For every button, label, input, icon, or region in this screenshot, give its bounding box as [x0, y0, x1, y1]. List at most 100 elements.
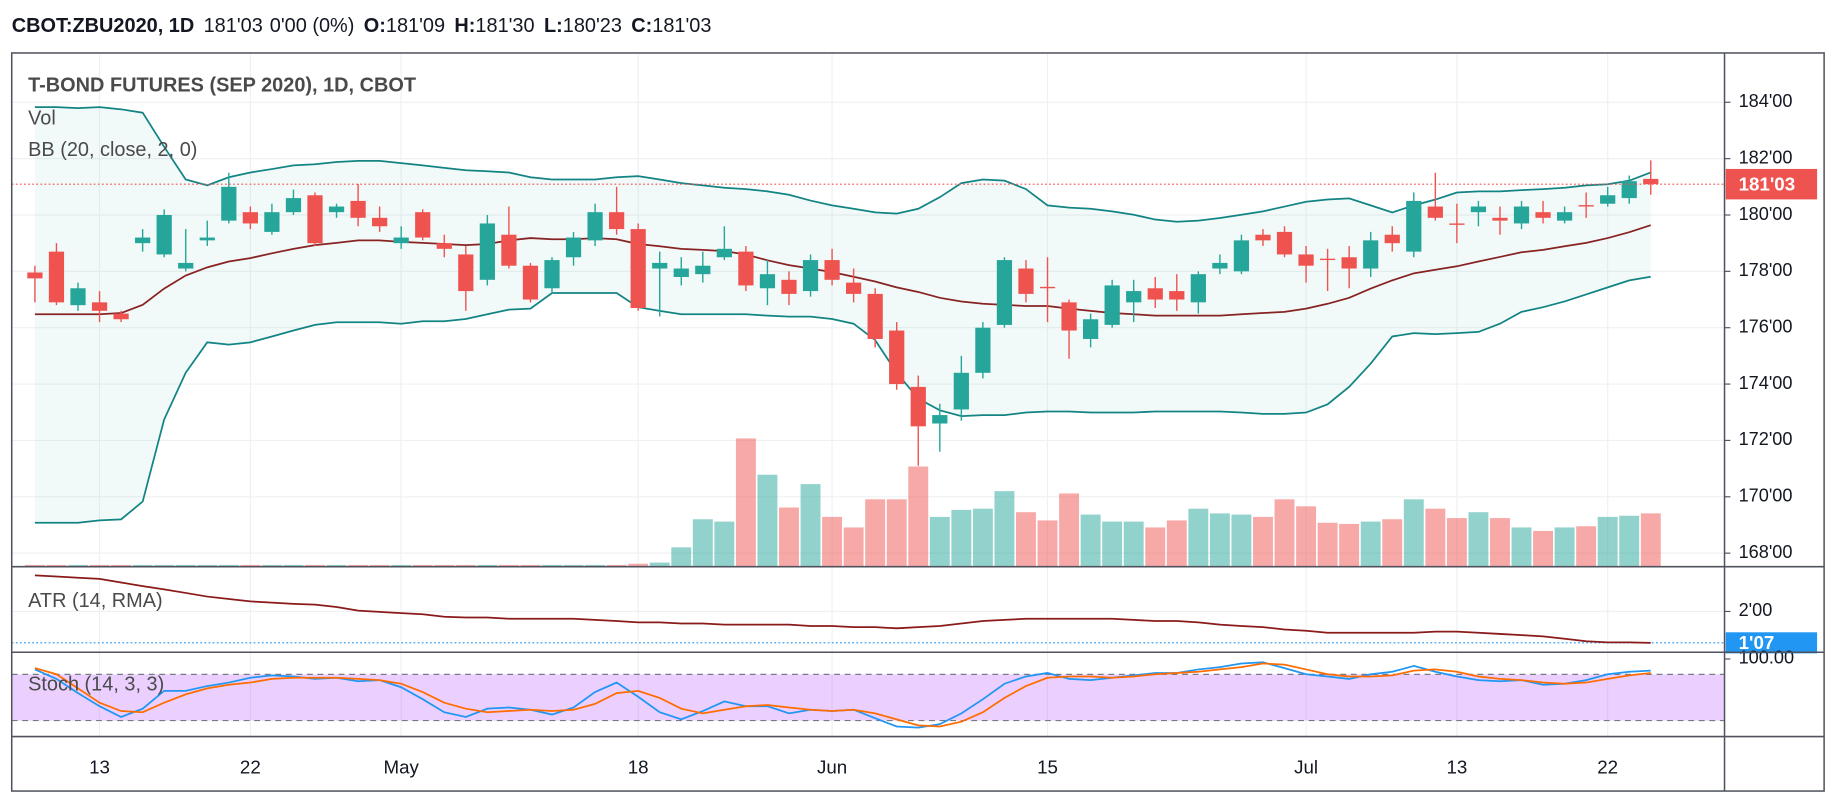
candle-body	[458, 254, 474, 292]
candle-body	[975, 327, 991, 373]
candle-body	[1126, 291, 1142, 303]
x-tick-label: Jul	[1294, 756, 1318, 777]
candle-body	[932, 415, 948, 424]
y-tick-label: 178'00	[1739, 260, 1793, 280]
candle-body	[1600, 195, 1616, 204]
y-tick-label: 184'00	[1739, 91, 1793, 111]
last-value-label: 1'07	[1739, 632, 1775, 653]
volume-bar	[1059, 493, 1080, 567]
volume-bar	[154, 564, 175, 567]
last-value-label: 181'03	[1739, 173, 1796, 194]
candle-body	[759, 274, 776, 289]
volume-bar	[822, 516, 843, 567]
candle-body	[1449, 223, 1465, 225]
last: 181'03	[204, 15, 263, 37]
volume-bar	[843, 527, 864, 567]
candle-body	[242, 212, 258, 224]
candle-body	[1406, 200, 1422, 252]
volume-bar	[218, 564, 239, 567]
y-tick-label: 182'00	[1739, 147, 1793, 167]
volume-bar	[1188, 508, 1209, 567]
x-tick-label: 18	[628, 756, 649, 777]
volume-bar	[326, 564, 347, 567]
bb-lower	[34, 275, 1651, 524]
atr-legend: ATR (14, RMA)	[28, 590, 163, 612]
volume-bar	[1468, 512, 1489, 567]
candle-body	[781, 279, 797, 294]
last-value-box	[1725, 168, 1818, 200]
bb-legend: BB (20, close, 2, 0)	[28, 139, 197, 161]
candle-body	[307, 195, 323, 244]
volume-bar	[671, 547, 692, 567]
candle-body	[27, 272, 43, 279]
candle-body	[285, 198, 302, 213]
candle-body	[1513, 206, 1530, 224]
candle-body	[1255, 234, 1271, 241]
volume-bar	[412, 564, 433, 567]
volume-bar	[542, 564, 562, 567]
y-tick-label: 2'00	[1739, 600, 1773, 620]
candle-body	[178, 262, 194, 269]
candle-body	[910, 386, 926, 427]
candle-body	[1233, 240, 1250, 272]
candle-body	[1427, 206, 1443, 218]
volume-bar	[1145, 527, 1166, 567]
volume-bar	[455, 564, 476, 567]
candle-body	[695, 265, 711, 275]
candle-body	[135, 237, 151, 244]
candle-body	[1169, 291, 1185, 300]
volume-legend: Vol	[28, 107, 56, 129]
candle-body	[156, 214, 172, 255]
volume-bar	[585, 564, 606, 567]
close: 181'03	[652, 15, 711, 37]
open: 181'09	[386, 15, 445, 37]
candle-body	[1535, 212, 1551, 218]
candle-body	[1276, 231, 1293, 255]
volume-bar	[111, 564, 132, 567]
open-label: O:	[364, 15, 386, 37]
volume-bar	[1554, 527, 1575, 567]
candle-body	[1621, 181, 1637, 199]
candle-body	[328, 206, 345, 213]
y-tick-label: 170'00	[1739, 486, 1793, 506]
candle-body	[70, 288, 86, 306]
x-tick-label: May	[383, 756, 419, 777]
band-fill	[11, 674, 1725, 721]
candle-body	[1643, 178, 1659, 185]
volume-bar	[197, 564, 218, 567]
candle-body	[1341, 257, 1357, 269]
close-label: C:	[631, 15, 652, 37]
volume-bar	[132, 564, 153, 567]
volume-bar	[628, 563, 649, 567]
volume-bar	[89, 564, 110, 567]
candle-body	[802, 260, 819, 292]
volume-bar	[563, 564, 584, 567]
volume-bar	[391, 564, 412, 567]
volume-bar	[1425, 508, 1446, 567]
candle-body	[1104, 285, 1120, 325]
volume-bar	[972, 508, 993, 567]
x-tick-label: 13	[1446, 756, 1467, 777]
symbol: CBOT:ZBU2020, 1D	[12, 15, 195, 37]
candle-body	[953, 372, 969, 410]
x-tick-label: 13	[89, 756, 110, 777]
volume-bar	[1446, 518, 1467, 567]
candle-body	[436, 243, 452, 249]
y-tick-label: 180'00	[1739, 204, 1793, 224]
volume-bar	[498, 564, 519, 567]
volume-bar	[929, 516, 950, 567]
volume-bar	[1597, 516, 1618, 567]
candle-body	[587, 212, 603, 241]
volume-bar	[520, 564, 541, 567]
volume-bar	[735, 438, 756, 567]
x-tick-label: 15	[1037, 756, 1058, 777]
volume-bar	[348, 564, 369, 567]
volume-bar	[994, 491, 1015, 567]
candle-body	[1298, 254, 1314, 266]
candle-body	[565, 237, 582, 258]
volume-bar	[1360, 521, 1381, 567]
volume-bar	[24, 564, 45, 567]
candle-body	[1384, 234, 1400, 244]
y-tick-label: 174'00	[1739, 373, 1793, 393]
